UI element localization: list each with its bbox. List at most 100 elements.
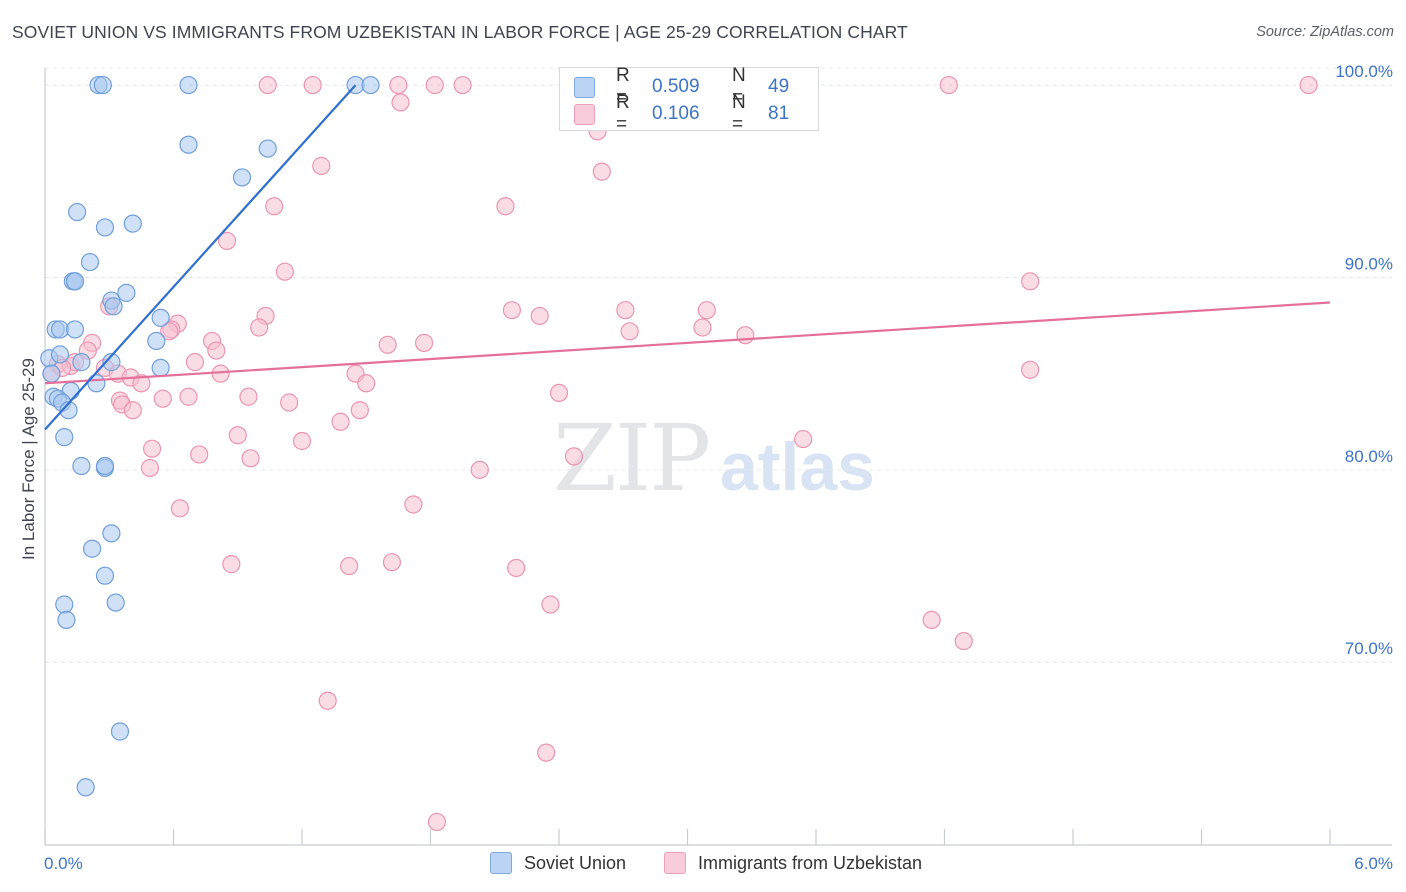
uzbekistan-point (427, 812, 447, 832)
uzbekistan-point (312, 156, 331, 175)
uzbekistan-point (389, 75, 408, 95)
uzbekistan-point (217, 231, 237, 251)
soviet-point (95, 566, 115, 585)
series-uzbekistan-points (42, 75, 1318, 832)
soviet-point (87, 374, 106, 393)
uzbekistan-point (537, 743, 556, 762)
soviet-point (258, 139, 277, 158)
soviet-point (72, 456, 91, 476)
legend-r-label: R = (616, 65, 630, 108)
gridlines (45, 67, 1392, 663)
soviet-point (151, 308, 170, 327)
uzbekistan-point (228, 426, 247, 445)
uzbekistan-point (549, 383, 569, 402)
uzbekistan-point (453, 75, 472, 95)
uzbekistan-point (502, 301, 521, 320)
uzbekistan-point (140, 458, 160, 478)
y-axis-label: In Labor Force | Age 25-29 (19, 358, 38, 560)
soviet-point (57, 610, 76, 630)
soviet-point (151, 358, 170, 377)
legend-swatch-soviet (574, 76, 595, 98)
chart-title: SOVIET UNION VS IMMIGRANTS FROM UZBEKIST… (12, 22, 908, 42)
x-tick-label-min: 0.0% (44, 854, 83, 873)
axes (44, 68, 1392, 846)
uzbekistan-point (496, 197, 515, 216)
uzbekistan-point (616, 301, 635, 320)
uzbekistan-point (414, 333, 434, 352)
legend-swatch-soviet (490, 852, 512, 874)
uzbekistan-point (123, 401, 142, 420)
x-tick-label-max: 6.0% (1354, 854, 1393, 873)
legend-r-label: R = (616, 92, 630, 135)
legend-label-uzbekistan: Immigrants from Uzbekistan (698, 852, 923, 873)
uzbekistan-point (357, 374, 376, 393)
soviet-point (110, 722, 130, 741)
uzbekistan-point (340, 556, 359, 576)
soviet-point (42, 364, 61, 383)
uzbekistan-point (350, 401, 369, 420)
soviet-point (106, 593, 125, 612)
soviet-point (65, 272, 85, 291)
uzbekistan-point (258, 75, 277, 95)
legend-n-value: 81 (768, 103, 790, 124)
uzbekistan-point (922, 610, 941, 630)
soviet-point (104, 297, 123, 316)
uzbekistan-point (170, 499, 190, 518)
uzbekistan-point (250, 318, 269, 337)
uzbekistan-point (592, 162, 611, 181)
uzbekistan-trend-line (44, 301, 1331, 385)
source-label: Source: ZipAtlas.com (1256, 24, 1394, 40)
uzbekistan-point (620, 322, 639, 341)
y-tick-label: 100.0% (1335, 62, 1393, 81)
legend-n-label: N = (732, 65, 746, 108)
uzbekistan-point (425, 75, 444, 95)
uzbekistan-point (1021, 360, 1040, 379)
uzbekistan-point (275, 262, 294, 281)
uzbekistan-point (303, 75, 322, 95)
soviet-point (179, 75, 198, 95)
legend-item-soviet[interactable]: Soviet Union (490, 852, 626, 874)
soviet-point (72, 353, 91, 372)
uzbekistan-point (331, 412, 350, 431)
y-tick-label: 80.0% (1345, 447, 1393, 466)
legend-swatch-uzbekistan (574, 103, 595, 125)
y-tick-label: 90.0% (1345, 254, 1393, 273)
legend-label-soviet: Soviet Union (524, 852, 627, 873)
uzbekistan-point (404, 495, 423, 514)
trend-lines (44, 84, 1331, 431)
uzbekistan-point (391, 93, 410, 112)
uzbekistan-point (564, 447, 584, 466)
uzbekistan-point (470, 460, 489, 479)
uzbekistan-point (736, 326, 755, 345)
uzbekistan-point (530, 306, 549, 326)
uzbekistan-point (507, 558, 526, 578)
soviet-point (93, 75, 112, 95)
soviet-point (95, 218, 115, 237)
uzbekistan-point (378, 335, 397, 354)
soviet-point (123, 214, 142, 233)
uzbekistan-point (160, 322, 179, 341)
uzbekistan-point (265, 197, 284, 216)
legend-n-value: 49 (768, 76, 790, 97)
uzbekistan-point (142, 439, 162, 458)
soviet-point (83, 539, 102, 558)
soviet-point (50, 345, 70, 364)
uzbekistan-point (153, 389, 172, 408)
uzbekistan-point (1021, 272, 1040, 291)
uzbekistan-point (292, 431, 312, 451)
series-soviet-points (40, 75, 380, 797)
uzbekistan-point (132, 374, 151, 393)
uzbekistan-point (939, 75, 958, 95)
soviet-point (76, 778, 95, 797)
soviet-point (80, 252, 100, 272)
soviet-trend-line (44, 84, 357, 431)
uzbekistan-point (190, 445, 209, 464)
uzbekistan-point (185, 353, 205, 372)
soviet-point (102, 524, 121, 543)
legend-stats: R = 0.509 N = 49 R = 0.106 N = 81 (559, 65, 819, 135)
soviet-point (147, 331, 166, 351)
soviet-point (232, 168, 252, 187)
legend-item-uzbekistan[interactable]: Immigrants from Uzbekistan (664, 852, 922, 874)
uzbekistan-point (693, 318, 712, 337)
